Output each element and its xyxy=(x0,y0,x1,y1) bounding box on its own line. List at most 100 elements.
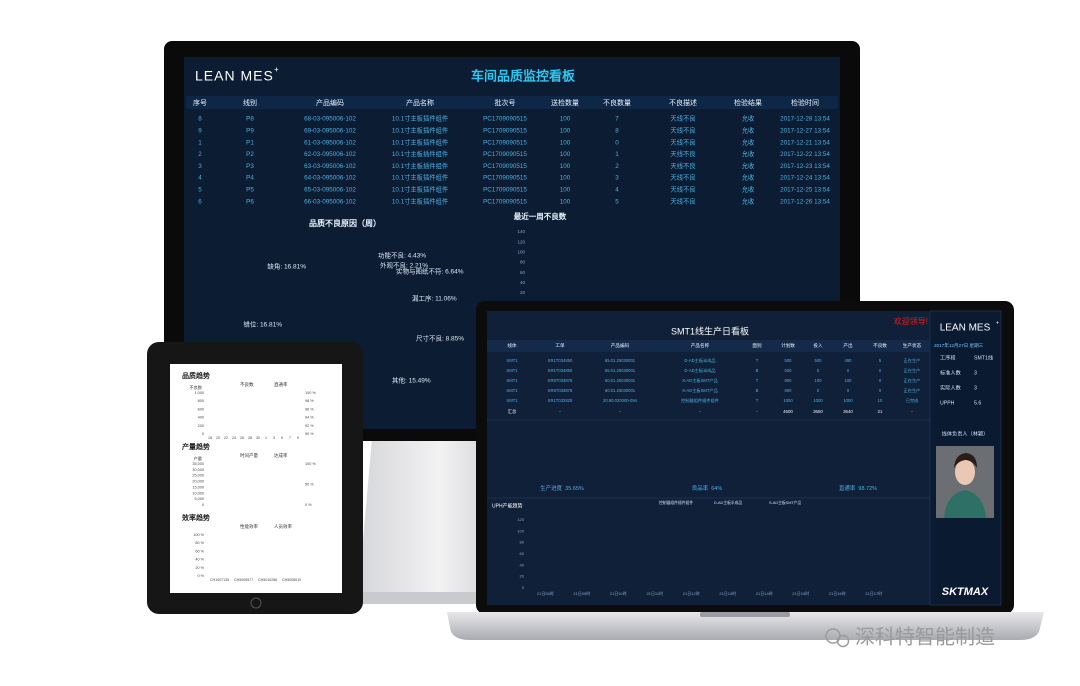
y-tick-label: 20 xyxy=(520,290,526,295)
slice-label: 尺寸不良: 8.85% xyxy=(416,334,464,343)
slice-label: 实物与图纸不符: 6.64% xyxy=(396,267,464,276)
watermark-text: 深科特智能制造 xyxy=(855,625,995,648)
table-header: 不良数量 xyxy=(603,98,631,107)
watermark: 深科特智能制造 xyxy=(825,625,995,648)
laptop: LEAN MES + 欢迎领导! SMT1线生产日看板 2017年12月27日 … xyxy=(447,301,1044,640)
x-tick-label: 21日11时 xyxy=(646,590,663,596)
table-cell: PC1709090515 xyxy=(483,127,527,134)
table-cell: 2 xyxy=(198,151,202,158)
table-cell: 6 xyxy=(198,198,202,205)
table-cell: 3 xyxy=(198,163,202,170)
info-value: 3 xyxy=(974,385,977,391)
table-summary: 21 xyxy=(878,409,883,414)
laptop-base xyxy=(447,612,1044,640)
table-cell: 65.01.25030001 xyxy=(605,368,636,373)
table-cell: 8 xyxy=(198,116,202,123)
table-header: 面别 xyxy=(752,342,762,349)
y-tick-label: 5,000 xyxy=(194,497,204,501)
y-tick-label: 80 xyxy=(520,260,526,265)
table-cell: 63-03-095006-102 xyxy=(304,163,356,170)
table-cell: 正在生产 xyxy=(904,387,921,394)
welcome: 欢迎领导! xyxy=(894,316,928,326)
table-cell: 2017-12-27 13:54 xyxy=(780,127,830,134)
x-tick-label: 21日15时 xyxy=(792,590,809,596)
table-cell: 5 xyxy=(879,358,882,363)
y-tick-label: 60 xyxy=(520,551,525,556)
info-value: 3 xyxy=(974,370,977,376)
table-cell: 100 xyxy=(560,151,571,158)
y2-tick-label: 50 % xyxy=(305,483,314,487)
table-cell: 0 xyxy=(879,368,882,373)
chart-title: 品质趋势 xyxy=(182,371,210,380)
table-cell: B xyxy=(756,368,759,373)
table-cell: 10.1寸主板插件组件 xyxy=(392,196,448,205)
info-label: 标准人数 xyxy=(940,368,962,376)
table-summary: - xyxy=(911,409,913,414)
chart-title: 品质不良原因（周） xyxy=(309,218,381,228)
table-header-bg xyxy=(186,96,838,109)
x-tick-label: 21日16时 xyxy=(829,590,846,596)
table-cell: PC1709090515 xyxy=(483,175,527,182)
legend-label: 性能效率 xyxy=(240,523,258,530)
x-tick-label: 21日14时 xyxy=(756,590,773,596)
table-cell: 5 xyxy=(615,198,619,205)
wechat-icon xyxy=(836,634,850,648)
y-tick-label: 30,000 xyxy=(192,468,204,472)
table-cell: 10 xyxy=(878,398,883,403)
y-tick-label: 100 % xyxy=(193,533,204,537)
legend-label: 控制器组件插件组件 xyxy=(659,500,693,505)
table-cell: 2017-12-23 13:54 xyxy=(780,163,830,170)
table-cell: P2 xyxy=(246,151,254,158)
table-cell: 100 xyxy=(560,139,571,146)
y-tick-label: 40 xyxy=(520,280,526,285)
y-tick-label: 140 xyxy=(517,229,525,234)
table-header: 计划数 xyxy=(781,342,795,349)
table-cell: 10.1寸主板插件组件 xyxy=(392,161,448,170)
table-cell: 61-03-095006-102 xyxy=(304,139,356,146)
y-tick-label: 40 % xyxy=(195,558,204,562)
table-cell: 允收 xyxy=(742,149,755,158)
x-tick-label: 21日13时 xyxy=(719,590,736,596)
x-tick-label: 22 xyxy=(224,436,228,440)
table-cell: SMT1 xyxy=(506,378,518,383)
brand: SKTMAX xyxy=(942,586,989,598)
table-cell: 2017-12-26 13:54 xyxy=(780,198,830,205)
x-tick-label: 18 xyxy=(208,436,212,440)
table-summary: - xyxy=(756,409,758,414)
info-label: UPPH xyxy=(940,400,955,406)
table-cell: 0 xyxy=(879,378,882,383)
table-cell: P9 xyxy=(246,127,254,134)
table-cell: 4 xyxy=(615,186,619,193)
table-cell: 1000 xyxy=(843,398,853,403)
table-header: 检验结果 xyxy=(734,98,762,107)
y2-tick-label: 0 % xyxy=(305,503,312,507)
slice-label: 缺角: 16.81% xyxy=(267,262,306,271)
legend-label: 时间产量 xyxy=(240,452,258,459)
tablet-screen xyxy=(170,364,342,593)
y-tick-label: 60 % xyxy=(195,549,204,553)
table-cell: 10.1寸主板插件组件 xyxy=(392,137,448,146)
x-tick-label: 21日09时 xyxy=(573,590,590,596)
home-button xyxy=(250,597,262,609)
table-cell: 10.1寸主板插件组件 xyxy=(392,173,448,182)
x-tick-label: CH5005610 xyxy=(282,578,301,582)
table-cell: SR1T034850 xyxy=(548,358,573,363)
table-cell: P4 xyxy=(246,175,254,182)
x-tick-label: 20 xyxy=(216,436,220,440)
table-cell: 正在生产 xyxy=(904,377,921,384)
table-header: 不良描述 xyxy=(669,98,697,107)
table-cell: T xyxy=(756,378,759,383)
y2-tick-label: 96 % xyxy=(305,407,314,411)
legend-label: 不良数 xyxy=(240,381,254,388)
table-header: 线别 xyxy=(243,98,257,107)
x-tick-label: 30 xyxy=(256,436,260,440)
table-cell: 天线不良 xyxy=(670,137,695,146)
x-tick-label: 21日12时 xyxy=(683,590,700,596)
table-summary: - xyxy=(559,409,561,414)
table-cell: P5 xyxy=(246,186,254,193)
info-label: 工序段 xyxy=(940,353,956,361)
table-cell: 天线不良 xyxy=(670,173,695,182)
table-cell: P3 xyxy=(246,163,254,170)
table-cell: 100 xyxy=(560,127,571,134)
